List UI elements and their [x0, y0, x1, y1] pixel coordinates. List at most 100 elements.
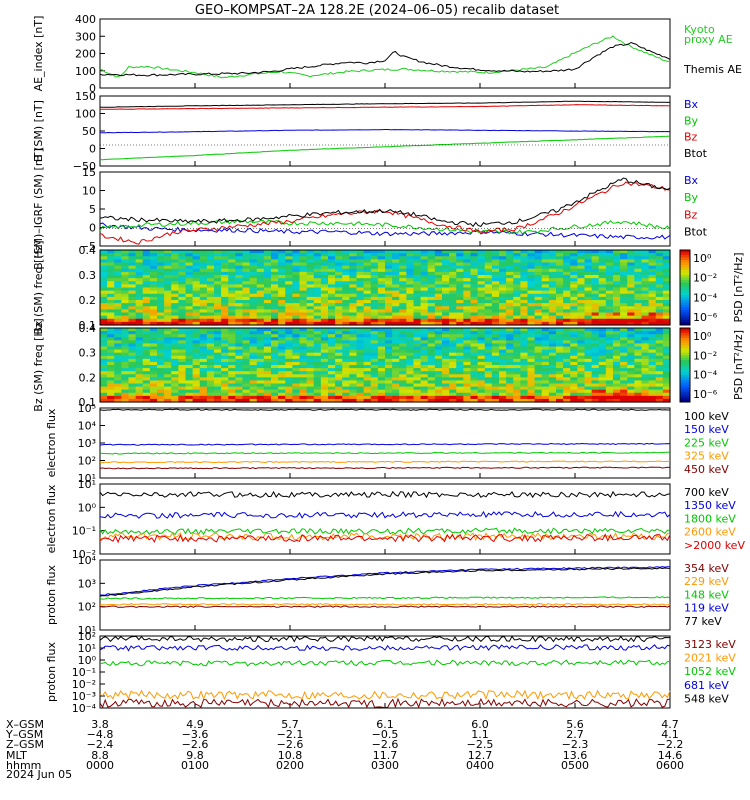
heatmap-cell: [648, 315, 657, 320]
heatmap-cell: [613, 250, 621, 254]
heatmap-cell: [128, 395, 137, 400]
heatmap-cell: [356, 395, 365, 400]
heatmap-cell: [263, 268, 272, 273]
heatmap-cell: [449, 337, 457, 341]
axis-cell: 4.9: [186, 718, 204, 731]
heatmap-cell: [627, 368, 635, 372]
heatmap-cell: [534, 371, 543, 375]
heatmap-cell: [634, 389, 643, 394]
heatmap-cell: [313, 337, 322, 341]
heatmap-cell: [513, 380, 521, 385]
heatmap-cell: [249, 268, 258, 273]
heatmap-cell: [406, 262, 415, 267]
heatmap-cell: [442, 337, 450, 341]
y-axis-label: Bz (SM) freq [Hz]: [32, 318, 45, 411]
heatmap-cell: [320, 265, 329, 270]
heatmap-cell: [228, 312, 236, 317]
heatmap-cell: [513, 293, 521, 298]
heatmap-cell: [278, 383, 286, 388]
heatmap-cell: [470, 358, 479, 363]
heatmap-cell: [370, 253, 379, 257]
heatmap-cell: [313, 383, 322, 388]
heatmap-cell: [385, 371, 393, 375]
heatmap-cell: [648, 377, 657, 382]
heatmap-cell: [627, 346, 635, 351]
heatmap-cell: [335, 389, 343, 394]
heatmap-cell: [456, 352, 464, 357]
heatmap-cell: [556, 262, 564, 267]
heatmap-cell: [328, 284, 336, 289]
heatmap-cell: [178, 256, 187, 260]
heatmap-cell: [520, 278, 529, 282]
heatmap-cell: [499, 253, 507, 257]
heatmap-cell: [634, 328, 643, 332]
heatmap-cell: [192, 268, 201, 273]
heatmap-cell: [306, 331, 315, 335]
heatmap-cell: [342, 368, 350, 372]
heatmap-cell: [206, 355, 215, 360]
heatmap-cell: [135, 346, 144, 351]
heatmap-cell: [484, 268, 493, 273]
heatmap-cell: [370, 250, 379, 254]
legend-entry: 225 keV: [684, 436, 729, 449]
heatmap-cell: [242, 343, 251, 348]
heatmap-cell: [463, 358, 472, 363]
heatmap-cell: [256, 300, 265, 304]
heatmap-cell: [149, 312, 158, 317]
heatmap-cell: [470, 365, 479, 369]
heatmap-cell: [157, 287, 165, 292]
heatmap-cell: [278, 268, 286, 273]
heatmap-cell: [242, 275, 251, 279]
heatmap-cell: [342, 271, 350, 276]
heatmap-cell: [356, 328, 365, 332]
heatmap-cell: [520, 343, 529, 348]
heatmap-cell: [406, 395, 415, 400]
heatmap-cell: [370, 259, 379, 264]
heatmap-cell: [427, 328, 436, 332]
heatmap-cell: [449, 256, 457, 260]
heatmap-cell: [328, 300, 336, 304]
heatmap-cell: [249, 368, 258, 372]
heatmap-cell: [449, 271, 457, 276]
heatmap-cell: [556, 377, 564, 382]
heatmap-cell: [320, 315, 329, 320]
heatmap-cell: [221, 268, 229, 273]
heatmap-cell: [164, 284, 172, 289]
heatmap-cell: [591, 328, 600, 332]
heatmap-cell: [342, 380, 350, 385]
heatmap-cell: [527, 318, 536, 323]
heatmap-cell: [356, 315, 365, 320]
heatmap-cell: [399, 312, 407, 317]
heatmap-cell: [499, 287, 507, 292]
heatmap-cell: [449, 371, 457, 375]
heatmap-cell: [463, 334, 472, 338]
heatmap-cell: [278, 253, 286, 257]
heatmap-cell: [335, 268, 343, 273]
heatmap-cell: [335, 383, 343, 388]
heatmap-cell: [477, 253, 486, 257]
colorbar-cell: [680, 337, 690, 341]
heatmap-cell: [178, 278, 187, 282]
heatmap-cell: [541, 275, 550, 279]
heatmap-cell: [449, 287, 457, 292]
heatmap-cell: [470, 293, 479, 298]
heatmap-cell: [413, 318, 422, 323]
heatmap-cell: [463, 250, 472, 254]
heatmap-cell: [513, 278, 521, 282]
heatmap-cell: [370, 321, 379, 326]
heatmap-cell: [377, 278, 386, 282]
heatmap-cell: [107, 253, 115, 257]
heatmap-cell: [392, 290, 400, 295]
heatmap-cell: [634, 355, 643, 360]
heatmap-cell: [100, 268, 108, 273]
heatmap-cell: [513, 315, 521, 320]
heatmap-cell: [627, 337, 635, 341]
heatmap-cell: [221, 352, 229, 357]
heatmap-cell: [107, 395, 115, 400]
heatmap-cell: [214, 377, 222, 382]
heatmap-cell: [499, 293, 507, 298]
heatmap-cell: [584, 250, 593, 254]
heatmap-cell: [271, 355, 279, 360]
heatmap-cell: [570, 395, 578, 400]
heatmap-cell: [235, 268, 244, 273]
